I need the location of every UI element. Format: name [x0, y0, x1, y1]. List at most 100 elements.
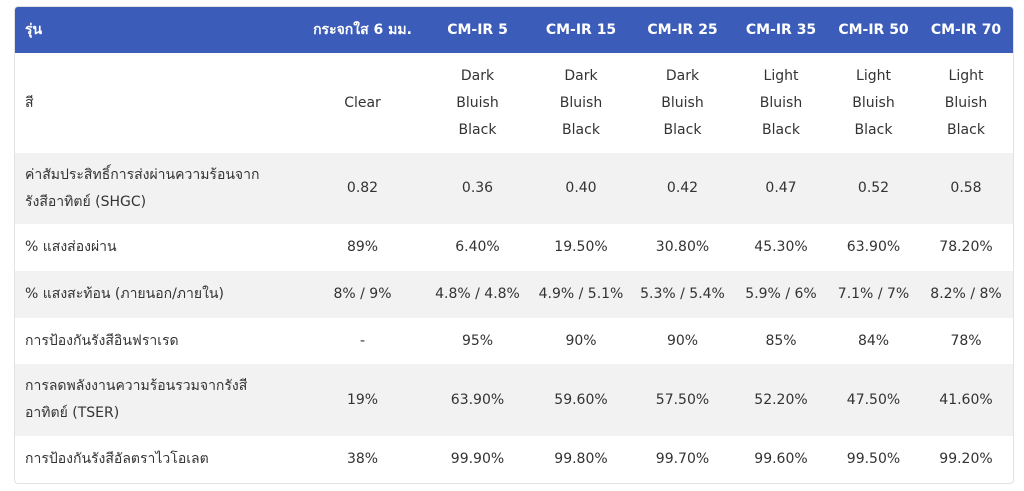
cell: 99.60%	[734, 436, 828, 483]
cell: 19%	[301, 364, 424, 436]
cell: 0.40	[531, 153, 631, 224]
cell-text: 6.40%	[455, 239, 500, 255]
cell: 0.58	[919, 153, 1013, 224]
cell-text: Light Bluish Black	[759, 67, 803, 138]
cell-text: 99.90%	[450, 451, 505, 467]
cell: 8.2% / 8%	[919, 271, 1013, 318]
cell: 99.20%	[919, 436, 1013, 483]
cell: 0.42	[631, 153, 734, 224]
cell-text: 0.52	[857, 180, 890, 196]
cell-text: Dark Bluish Black	[559, 67, 603, 138]
cell: 0.82	[301, 153, 424, 224]
cell: -	[301, 318, 424, 364]
cell-text: 59.60%	[554, 391, 608, 408]
table-body: สี Clear Dark Bluish Black Dark Bluish Blac…	[15, 53, 1013, 483]
cell-text: 0.40	[565, 180, 597, 196]
cell: 41.60%	[919, 364, 1013, 436]
table-row: % แสงสะท้อน (ภายนอก/ภายใน) 8% / 9% 4.8% / …	[15, 271, 1013, 318]
cell: 90%	[531, 318, 631, 364]
cell-text: 30.80%	[655, 239, 710, 255]
cell-text: การป้องกันรังสีอินฟราเรด	[25, 332, 179, 349]
cell-text: 63.90%	[450, 391, 505, 408]
cell: 0.47	[734, 153, 828, 224]
cell-text: Clear	[344, 94, 381, 111]
cell-text: 45.30%	[754, 239, 808, 255]
cell-text: 47.50%	[846, 391, 901, 408]
cell: 0.52	[828, 153, 919, 224]
cell-text: 0.82	[346, 180, 379, 196]
header-cell: รุ่น	[15, 7, 301, 53]
table-row: สี Clear Dark Bluish Black Dark Bluish Blac…	[15, 53, 1013, 153]
cell: 89%	[301, 224, 424, 271]
cell-text: 84%	[857, 332, 890, 349]
cell-text: 89%	[346, 239, 379, 255]
row-label: การลดพลังงานความร้อนรวมจากรังสีอาทิตย์ (…	[15, 364, 301, 436]
cell-text: 38%	[346, 451, 379, 467]
cell: 6.40%	[424, 224, 531, 271]
cell-text: การป้องกันรังสีอัลตราไวโอเลต	[25, 451, 209, 467]
cell-text: 0.47	[765, 180, 797, 196]
cell: 7.1% / 7%	[828, 271, 919, 318]
cell: 38%	[301, 436, 424, 483]
cell-text: 99.50%	[846, 451, 901, 467]
cell: Dark Bluish Black	[531, 53, 631, 153]
cell-text: 8% / 9%	[333, 286, 392, 302]
cell-text: 57.50%	[655, 391, 710, 408]
cell: 99.80%	[531, 436, 631, 483]
cell: 84%	[828, 318, 919, 364]
cell-text: 0.36	[461, 180, 494, 196]
cell: 30.80%	[631, 224, 734, 271]
row-label: การป้องกันรังสีอินฟราเรด	[15, 318, 301, 364]
header-cell: CM-IR 35	[734, 7, 828, 53]
cell: 47.50%	[828, 364, 919, 436]
header-cell: CM-IR 15	[531, 7, 631, 53]
cell: Dark Bluish Black	[631, 53, 734, 153]
cell-text: 99.60%	[754, 451, 808, 467]
cell-text: Dark Bluish Black	[661, 67, 704, 138]
cell-text: 0.58	[950, 180, 982, 196]
cell-text: 19%	[346, 391, 379, 408]
cell-text: 78%	[950, 332, 982, 349]
cell: 99.90%	[424, 436, 531, 483]
row-label: % แสงส่องผ่าน	[15, 224, 301, 271]
row-label: % แสงสะท้อน (ภายนอก/ภายใน)	[15, 271, 301, 318]
cell: 8% / 9%	[301, 271, 424, 318]
cell-text: 85%	[765, 332, 797, 349]
cell-text: -	[359, 332, 366, 349]
spec-table-container: รุ่น กระจกใส 6 มม. CM-IR 5 CM-IR 15 CM-IR 25…	[14, 6, 1014, 484]
cell: 59.60%	[531, 364, 631, 436]
cell-text: 99.70%	[655, 451, 710, 467]
cell: Dark Bluish Black	[424, 53, 531, 153]
cell: 85%	[734, 318, 828, 364]
cell-text: 5.9% / 6%	[745, 286, 817, 302]
cell: 52.20%	[734, 364, 828, 436]
cell-text: 5.3% / 5.4%	[640, 286, 725, 302]
header-cell: CM-IR 5	[424, 7, 531, 53]
cell: 99.70%	[631, 436, 734, 483]
cell: Light Bluish Black	[919, 53, 1013, 153]
header-cell: CM-IR 50	[828, 7, 919, 53]
table-row: การป้องกันรังสีอัลตราไวโอเลต 38% 99.90% 99.…	[15, 436, 1013, 483]
cell-text: ค่าสัมประสิทธิ์การส่งผ่านความร้อนจากรังส…	[25, 166, 260, 210]
cell: 63.90%	[424, 364, 531, 436]
cell-text: สี	[25, 94, 34, 111]
cell: Light Bluish Black	[828, 53, 919, 153]
cell: 63.90%	[828, 224, 919, 271]
cell: 57.50%	[631, 364, 734, 436]
cell: 19.50%	[531, 224, 631, 271]
cell-text: 90%	[666, 332, 699, 349]
cell-text: 99.20%	[939, 451, 993, 467]
cell: 90%	[631, 318, 734, 364]
cell: 78.20%	[919, 224, 1013, 271]
row-label: ค่าสัมประสิทธิ์การส่งผ่านความร้อนจากรังส…	[15, 153, 301, 224]
cell-text: 90%	[565, 332, 597, 349]
cell-text: 52.20%	[754, 391, 808, 408]
cell-text: 8.2% / 8%	[930, 286, 1002, 302]
cell: 95%	[424, 318, 531, 364]
cell-text: 4.9% / 5.1%	[538, 286, 624, 302]
row-label: การป้องกันรังสีอัลตราไวโอเลต	[15, 436, 301, 483]
cell-text: % แสงสะท้อน (ภายนอก/ภายใน)	[25, 286, 224, 302]
cell-text: % แสงส่องผ่าน	[25, 239, 117, 255]
header-row: รุ่น กระจกใส 6 มม. CM-IR 5 CM-IR 15 CM-IR 25…	[15, 7, 1013, 53]
cell-text: Light Bluish Black	[852, 67, 895, 138]
